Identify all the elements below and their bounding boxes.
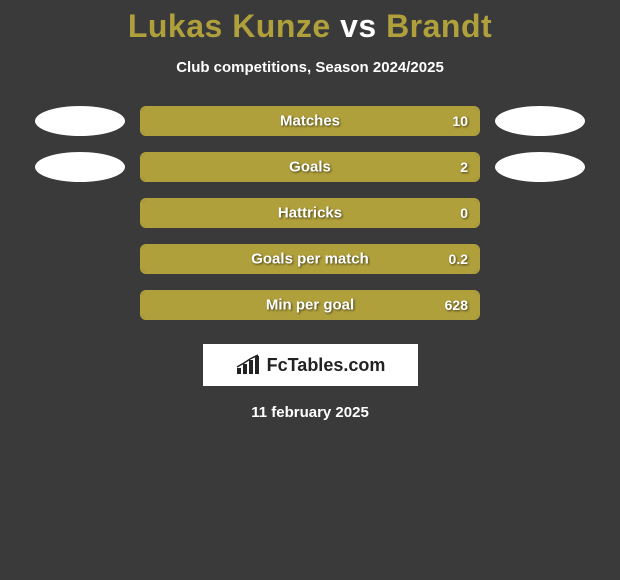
stat-row: Goals 2 bbox=[0, 152, 620, 182]
stat-bar: Hattricks 0 bbox=[140, 198, 480, 228]
stat-bar: Goals 2 bbox=[140, 152, 480, 182]
subtitle: Club competitions, Season 2024/2025 bbox=[0, 59, 620, 76]
chart-icon bbox=[235, 354, 261, 376]
stat-value-player2: 0 bbox=[460, 205, 468, 221]
stat-value-player2: 10 bbox=[452, 113, 468, 129]
date-text: 11 february 2025 bbox=[0, 404, 620, 421]
stat-value-player2: 628 bbox=[445, 297, 468, 313]
stat-row: Hattricks 0 bbox=[0, 198, 620, 228]
logo-box: FcTables.com bbox=[203, 344, 418, 386]
stat-label: Goals bbox=[289, 159, 331, 176]
stat-label: Hattricks bbox=[278, 205, 342, 222]
right-badge-holder bbox=[480, 106, 600, 136]
player2-badge bbox=[495, 106, 585, 136]
stat-bar: Goals per match 0.2 bbox=[140, 244, 480, 274]
stat-value-player2: 0.2 bbox=[449, 251, 468, 267]
left-badge-holder bbox=[20, 152, 140, 182]
stat-row: Min per goal 628 bbox=[0, 290, 620, 320]
stats-list: Matches 10 Goals 2 Hattricks 0 Goals per match… bbox=[0, 106, 620, 320]
stat-row: Goals per match 0.2 bbox=[0, 244, 620, 274]
player2-badge bbox=[495, 152, 585, 182]
stat-bar: Min per goal 628 bbox=[140, 290, 480, 320]
stat-value-player2: 2 bbox=[460, 159, 468, 175]
page-title: Lukas Kunze vs Brandt bbox=[0, 8, 620, 45]
stat-label: Min per goal bbox=[266, 297, 354, 314]
comparison-card: Lukas Kunze vs Brandt Club competitions,… bbox=[0, 0, 620, 580]
logo-text: FcTables.com bbox=[267, 355, 386, 376]
player1-badge bbox=[35, 152, 125, 182]
title-vs: vs bbox=[340, 8, 377, 44]
title-player2: Brandt bbox=[386, 8, 492, 44]
stat-label: Goals per match bbox=[251, 251, 369, 268]
stat-label: Matches bbox=[280, 113, 340, 130]
title-player1: Lukas Kunze bbox=[128, 8, 331, 44]
stat-bar: Matches 10 bbox=[140, 106, 480, 136]
right-badge-holder bbox=[480, 152, 600, 182]
left-badge-holder bbox=[20, 106, 140, 136]
stat-row: Matches 10 bbox=[0, 106, 620, 136]
player1-badge bbox=[35, 106, 125, 136]
